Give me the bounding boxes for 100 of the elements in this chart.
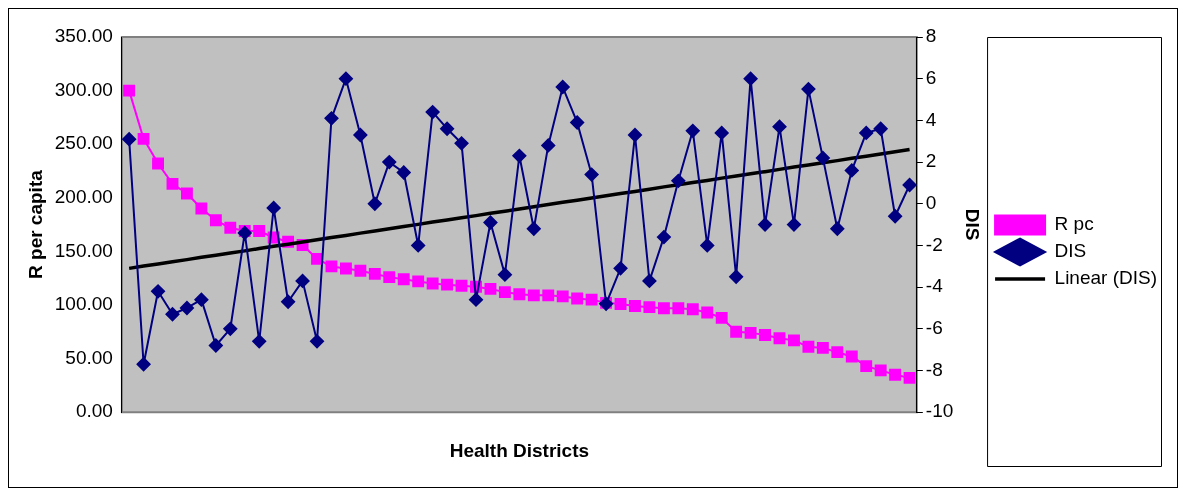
point <box>122 132 137 147</box>
point <box>845 350 858 363</box>
point <box>454 136 469 151</box>
point <box>425 105 440 120</box>
y-tick-label: 300.00 <box>54 78 113 100</box>
point <box>397 273 410 286</box>
y2-tick-label: 0 <box>925 191 937 213</box>
point <box>151 284 166 299</box>
legend-label: R pc <box>1054 213 1094 235</box>
point <box>542 289 555 302</box>
point <box>902 178 917 192</box>
y2-tick-label: -2 <box>925 233 943 255</box>
point <box>802 340 815 353</box>
y-tick-label: 150.00 <box>54 239 113 261</box>
point <box>266 200 281 215</box>
point <box>382 155 397 170</box>
point <box>498 286 511 299</box>
point <box>224 221 237 234</box>
point <box>786 217 801 232</box>
point <box>209 214 222 227</box>
point <box>223 321 238 336</box>
legend-label: Linear (DIS) <box>1054 267 1157 289</box>
point <box>815 150 830 165</box>
point <box>368 267 381 280</box>
point <box>353 127 368 142</box>
point <box>194 292 209 307</box>
point <box>715 311 728 324</box>
point <box>441 278 454 291</box>
point <box>743 71 758 86</box>
point <box>788 334 800 347</box>
legend-label: DIS <box>1054 240 1087 262</box>
point <box>701 306 714 319</box>
point <box>585 293 598 306</box>
point <box>512 148 527 163</box>
point <box>888 209 903 224</box>
point <box>629 300 641 313</box>
point <box>671 173 686 188</box>
y2-tick-label: -10 <box>925 400 954 422</box>
point <box>310 334 325 349</box>
y-axis-title: R per capita <box>24 169 46 279</box>
point <box>253 225 266 237</box>
point <box>136 357 151 372</box>
point <box>252 334 267 349</box>
point <box>208 338 223 353</box>
y2-tick-label: -8 <box>925 358 943 380</box>
point <box>412 275 425 288</box>
point <box>831 346 844 359</box>
point <box>526 221 541 236</box>
point <box>642 273 657 288</box>
y2-tick-label: -4 <box>925 275 944 297</box>
point <box>483 215 498 230</box>
point <box>744 326 757 339</box>
point <box>700 238 715 253</box>
point <box>179 300 194 315</box>
point <box>325 260 338 273</box>
point <box>455 279 468 292</box>
point <box>181 187 193 200</box>
point <box>584 167 599 182</box>
point <box>555 80 570 95</box>
y2-tick-label: -6 <box>925 317 943 339</box>
y2-tick-label: 4 <box>925 108 937 130</box>
point <box>354 264 367 277</box>
point <box>860 360 873 373</box>
point <box>830 221 845 236</box>
point <box>729 269 744 284</box>
point <box>656 230 671 245</box>
point <box>874 364 887 377</box>
point <box>137 132 150 145</box>
point <box>759 329 772 341</box>
point <box>311 252 323 265</box>
y-tick-label: 250.00 <box>54 132 113 154</box>
point <box>613 261 628 276</box>
point <box>772 119 787 134</box>
point <box>469 292 484 307</box>
point <box>426 277 439 290</box>
point <box>730 325 743 338</box>
point <box>571 292 584 305</box>
point <box>903 371 916 384</box>
point <box>801 82 816 97</box>
point <box>123 84 136 97</box>
point <box>411 238 426 253</box>
y2-tick-label: 6 <box>925 66 937 88</box>
point <box>627 127 642 142</box>
point <box>859 125 874 140</box>
y-tick-label: 50.00 <box>65 346 113 368</box>
point <box>396 165 411 180</box>
point <box>685 123 700 138</box>
point <box>672 302 685 315</box>
point <box>686 303 699 316</box>
point <box>195 202 208 215</box>
point <box>513 288 526 301</box>
point <box>166 177 179 190</box>
point <box>367 196 382 211</box>
point <box>383 271 396 284</box>
point <box>497 267 512 282</box>
y-tick-label: 0.00 <box>75 400 113 422</box>
y-tick-label: 100.00 <box>54 293 113 315</box>
point <box>844 163 859 178</box>
point <box>281 294 296 309</box>
point <box>614 297 627 310</box>
